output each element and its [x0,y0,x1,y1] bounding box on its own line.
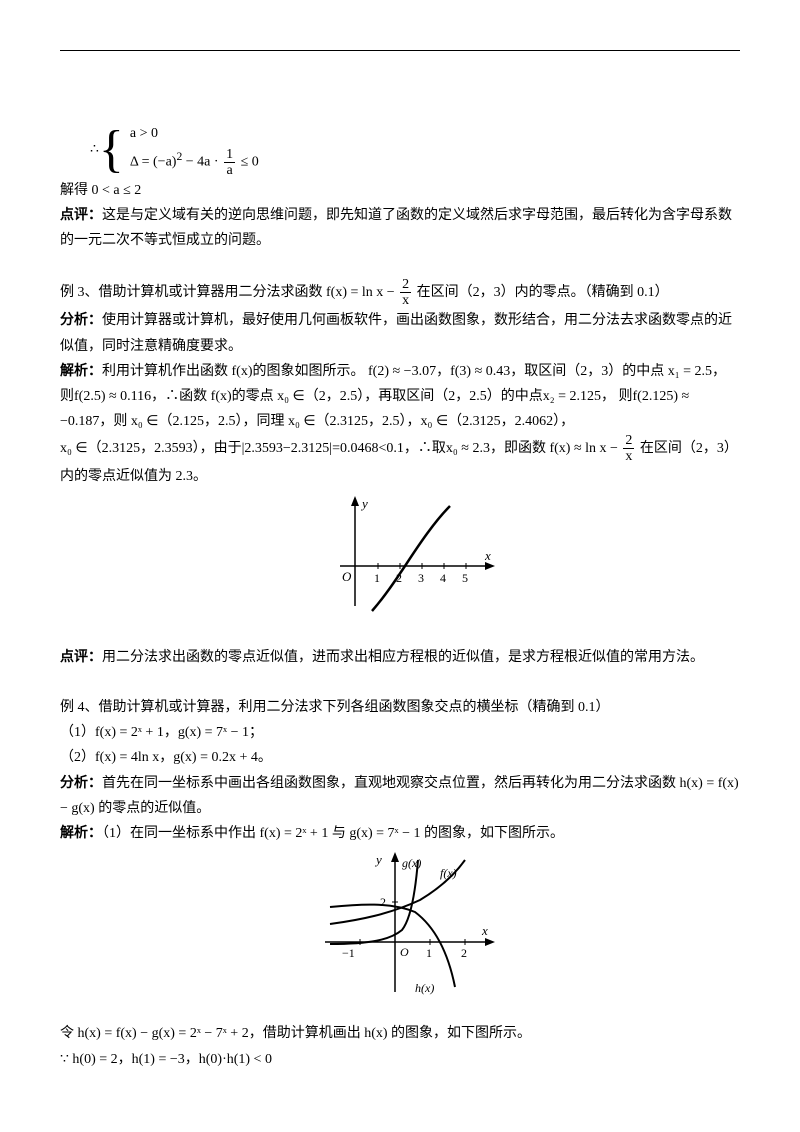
therefore-symbol: ∴ [90,137,99,162]
solve-3-cont: x₀ ∈（2.3125，2.3593），由于|2.3593−2.3125|=0.… [60,434,740,489]
graph-2-svg: y x O −1 1 2 2 g(x) f(x) h(x) [300,852,500,1002]
x-axis-label: x [484,548,491,563]
origin-label-2: O [400,945,409,959]
graph-1-svg: y x O 1 2 3 4 5 [300,496,500,626]
constraint-line-1: a > 0 [130,121,259,146]
graph-2: y x O −1 1 2 2 g(x) f(x) h(x) [60,852,740,1011]
solve-result: 解得 0 < a ≤ 2 [60,178,740,203]
svg-text:2: 2 [380,895,386,909]
y-axis-label-2: y [374,852,382,867]
svg-text:−1: −1 [342,946,355,960]
svg-text:1: 1 [426,946,432,960]
example-4-item-1: （1）f(x) = 2ˣ + 1，g(x) = 7ˣ − 1； [60,720,740,745]
analysis-4: 分析：首先在同一坐标系中画出各组函数图象，直观地观察交点位置，然后再转化为用二分… [60,771,740,821]
solve-4: 解析：（1）在同一坐标系中作出 f(x) = 2ˣ + 1 与 g(x) = 7… [60,821,740,846]
svg-text:4: 4 [440,571,446,585]
comment-3: 点评：用二分法求出函数的零点近似值，进而求出相应方程根的近似值，是求方程根近似值… [60,645,740,670]
example-4-item-2: （2）f(x) = 4ln x，g(x) = 0.2x + 4。 [60,745,740,770]
left-brace-icon: { [99,129,124,171]
page: ∴ { a > 0 Δ = (−a)2 − 4a · 1a ≤ 0 解得 0 <… [0,0,800,1112]
tail-line-1: 令 h(x) = f(x) − g(x) = 2ˣ − 7ˣ + 2，借助计算机… [60,1021,740,1046]
example-4-head: 例 4、借助计算机或计算器，利用二分法求下列各组函数图象交点的横坐标（精确到 0… [60,695,740,720]
svg-text:1: 1 [374,571,380,585]
constraint-line-2: Δ = (−a)2 − 4a · 1a ≤ 0 [130,146,259,177]
origin-label: O [342,569,352,584]
tail-line-2: ∵ h(0) = 2，h(1) = −3，h(0)·h(1) < 0 [60,1047,740,1072]
svg-text:2: 2 [461,946,467,960]
constraint-system: ∴ { a > 0 Δ = (−a)2 − 4a · 1a ≤ 0 [90,121,740,178]
h-label: h(x) [415,981,434,995]
svg-text:5: 5 [462,571,468,585]
comment-1: 点评：这是与定义域有关的逆向思维问题，即先知道了函数的定义域然后求字母范围，最后… [60,203,740,253]
solve-3: 解析：利用计算机作出函数 f(x)的图象如图所示。 f(2) ≈ −3.07，f… [60,359,740,435]
f-label: f(x) [440,866,457,880]
svg-text:3: 3 [418,571,424,585]
graph-1: y x O 1 2 3 4 5 [60,496,740,635]
top-rule [60,50,740,51]
x-axis-label-2: x [481,923,488,938]
analysis-3: 分析：使用计算器或计算机，最好使用几何画板软件，画出函数图象，数形结合，用二分法… [60,308,740,358]
y-axis-label: y [360,496,368,511]
example-3-head: 例 3、借助计算机或计算器用二分法求函数 f(x) = ln x − 2x 在区… [60,278,740,308]
g-label: g(x) [402,856,421,870]
